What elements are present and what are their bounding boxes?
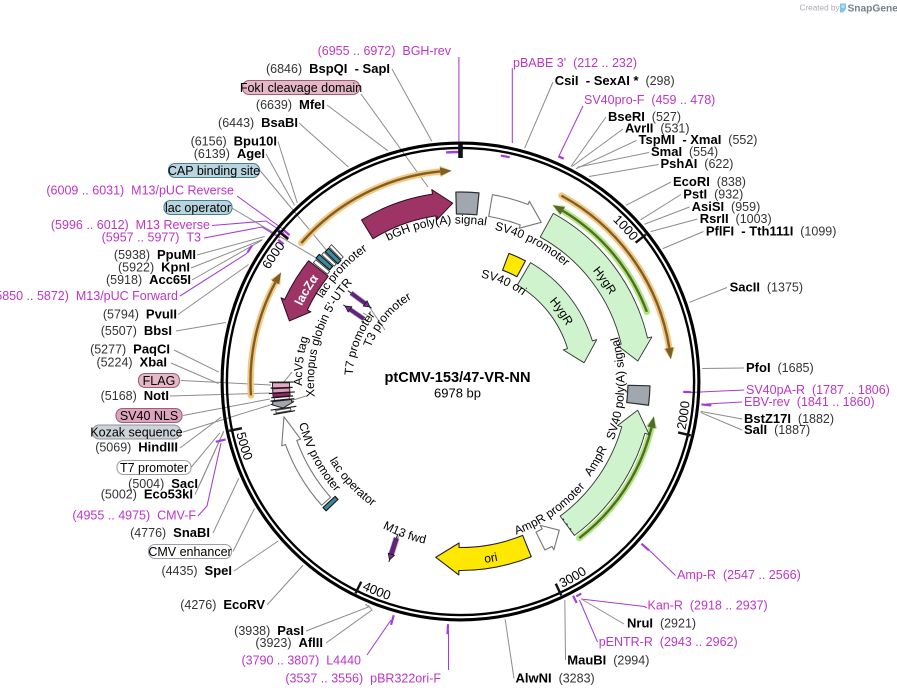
svg-text:(6955 .. 6972) BGH-rev: (6955 .. 6972) BGH-rev	[318, 44, 452, 58]
svg-text:BstZ17I (1882): BstZ17I (1882)	[744, 411, 834, 426]
svg-text:(4435) SpeI: (4435) SpeI	[161, 563, 232, 578]
svg-text:(3790 .. 3807) L4440: (3790 .. 3807) L4440	[241, 654, 361, 668]
svg-text:6978 bp: 6978 bp	[434, 386, 481, 401]
svg-text:SacII (1375): SacII (1375)	[730, 280, 803, 295]
svg-text:EcoRI (838): EcoRI (838)	[673, 174, 746, 189]
svg-text:(5938) PpuMI: (5938) PpuMI	[114, 247, 196, 262]
svg-text:(5277) PaqCI: (5277) PaqCI	[90, 342, 170, 357]
svg-text:NruI (2921): NruI (2921)	[627, 616, 696, 631]
svg-text:FLAG: FLAG	[143, 374, 176, 388]
svg-text:(5922) KpnI: (5922) KpnI	[118, 260, 190, 275]
svg-text:SmaI (554): SmaI (554)	[651, 144, 718, 159]
svg-text:(5224) XbaI: (5224) XbaI	[96, 355, 167, 370]
svg-text:MauBI (2994): MauBI (2994)	[567, 653, 649, 668]
svg-text:(6156) Bpu10I: (6156) Bpu10I	[191, 134, 277, 149]
svg-text:(6443) BsaBI: (6443) BsaBI	[218, 115, 298, 130]
svg-text:(5002) Eco53kI: (5002) Eco53kI	[101, 487, 193, 502]
svg-text:Created by: Created by	[800, 4, 841, 13]
svg-text:ptCMV-153/47-VR-NN: ptCMV-153/47-VR-NN	[385, 370, 531, 386]
svg-text:(5918) Acc65I: (5918) Acc65I	[106, 272, 191, 287]
svg-text:(3537 .. 3556) pBR322ori-F: (3537 .. 3556) pBR322ori-F	[285, 672, 441, 686]
svg-text:CAP binding site: CAP binding site	[168, 164, 260, 178]
svg-text:(5850 .. 5872) M13/pUC Forwar: (5850 .. 5872) M13/pUC Forward	[0, 289, 178, 303]
svg-text:(5996 .. 6012) M13 Reverse: (5996 .. 6012) M13 Reverse	[51, 218, 210, 232]
svg-text:AvrII (531): AvrII (531)	[625, 121, 690, 136]
svg-text:(5069) HindIII: (5069) HindIII	[95, 440, 178, 455]
svg-text:(5168) NotI: (5168) NotI	[101, 388, 169, 403]
svg-text:RsrII (1003): RsrII (1003)	[700, 211, 772, 226]
svg-text:(5957 .. 5977) T3: (5957 .. 5977) T3	[102, 231, 201, 245]
svg-text:Amp-R (2547 .. 2566): Amp-R (2547 .. 2566)	[677, 568, 801, 582]
svg-text:SV40 NLS: SV40 NLS	[120, 409, 178, 423]
svg-text:EBV-rev (1841 .. 1860): EBV-rev (1841 .. 1860)	[744, 395, 875, 409]
svg-text:PstI (932): PstI (932)	[683, 187, 743, 202]
svg-text:AsiSI (959): AsiSI (959)	[692, 199, 761, 214]
svg-text:(4776) SnaBI: (4776) SnaBI	[130, 525, 210, 540]
svg-text:SalI (1887): SalI (1887)	[744, 422, 810, 437]
svg-text:lac operator: lac operator	[165, 201, 231, 215]
svg-text:Kan-R (2918 .. 2937): Kan-R (2918 .. 2937)	[648, 599, 768, 613]
svg-text:ori: ori	[483, 550, 498, 566]
svg-text:(3923) AflII: (3923) AflII	[255, 635, 323, 650]
svg-text:(3938) PasI: (3938) PasI	[234, 623, 304, 638]
svg-text:(5004) SacI: (5004) SacI	[128, 476, 198, 491]
svg-text:CMV enhancer: CMV enhancer	[148, 545, 231, 559]
svg-text:SnapGene: SnapGene	[848, 4, 897, 15]
svg-text:2000: 2000	[674, 400, 693, 431]
svg-text:(5507) BbsI: (5507) BbsI	[101, 323, 172, 338]
svg-text:pBABE 3' (212 .. 232): pBABE 3' (212 .. 232)	[513, 56, 637, 70]
svg-text:pENTR-R (2943 .. 2962): pENTR-R (2943 .. 2962)	[599, 635, 738, 649]
svg-text:(5794) PvuII: (5794) PvuII	[103, 307, 177, 322]
svg-text:AlwNI (3283): AlwNI (3283)	[516, 671, 595, 686]
svg-text:(4276) EcoRV: (4276) EcoRV	[180, 597, 265, 612]
svg-text:BseRI (527): BseRI (527)	[608, 109, 681, 124]
svg-text:SV40pA-R (1787 .. 1806): SV40pA-R (1787 .. 1806)	[746, 383, 890, 397]
svg-text:T7 promoter: T7 promoter	[120, 461, 188, 475]
svg-text:(6139) AgeI: (6139) AgeI	[194, 146, 265, 161]
svg-text:SV40pro-F (459 .. 478): SV40pro-F (459 .. 478)	[584, 93, 715, 107]
svg-text:PflFI - Tth111I (1099): PflFI - Tth111I (1099)	[706, 224, 837, 239]
svg-text:PshAI (622): PshAI (622)	[661, 156, 734, 171]
svg-text:PfoI (1685): PfoI (1685)	[746, 360, 814, 375]
svg-text:(4955 .. 4975) CMV-F: (4955 .. 4975) CMV-F	[72, 509, 196, 523]
svg-text:(6639) MfeI: (6639) MfeI	[256, 97, 325, 112]
svg-text:TspMI - XmaI (552): TspMI - XmaI (552)	[639, 132, 758, 147]
svg-text:(6846) BspQI - SapI: (6846) BspQI - SapI	[266, 61, 390, 76]
svg-text:FokI cleavage domain: FokI cleavage domain	[240, 81, 362, 95]
svg-text:CsiI - SexAI * (298): CsiI - SexAI * (298)	[555, 73, 675, 88]
svg-text:Kozak sequence: Kozak sequence	[90, 426, 182, 440]
svg-text:(6009 .. 6031) M13/pUC Revers: (6009 .. 6031) M13/pUC Reverse	[46, 184, 234, 198]
